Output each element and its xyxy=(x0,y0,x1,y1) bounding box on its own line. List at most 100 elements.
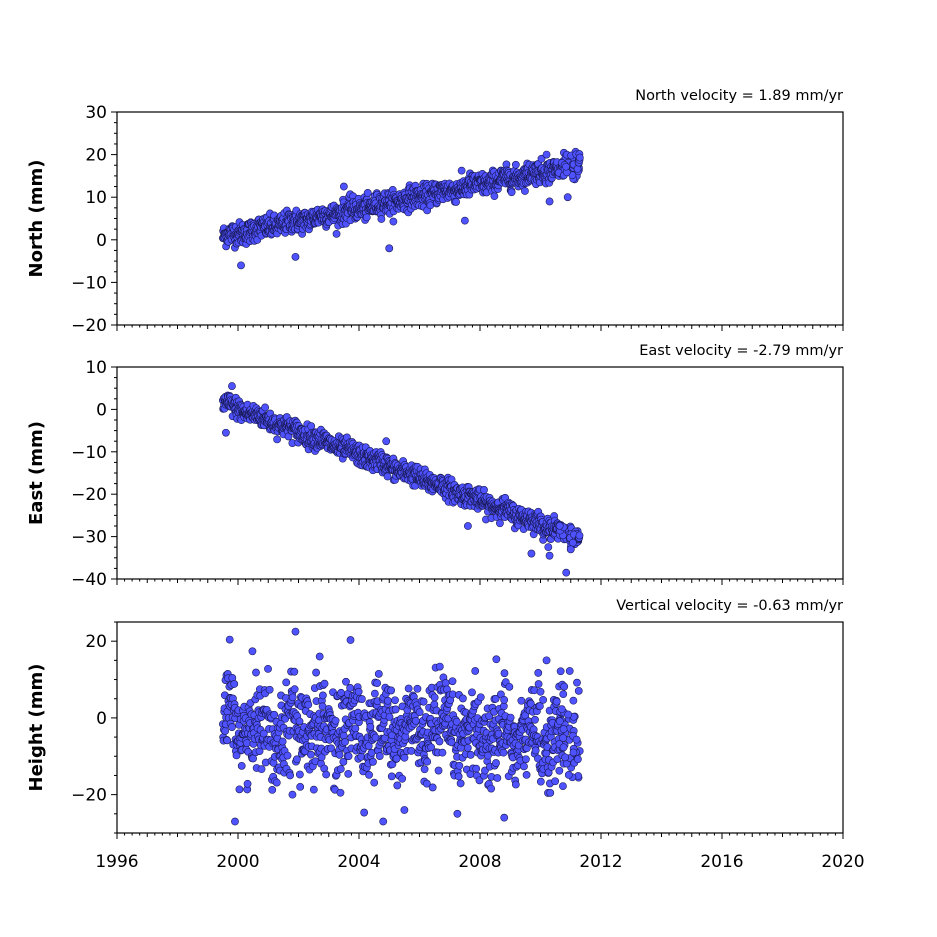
data-point xyxy=(559,725,568,733)
data-point xyxy=(411,716,420,725)
data-point xyxy=(466,750,475,759)
data-point xyxy=(419,697,428,706)
data-point xyxy=(455,761,464,770)
data-point xyxy=(312,668,320,677)
data-point xyxy=(237,261,245,270)
data-point xyxy=(441,679,450,687)
data-point xyxy=(487,784,496,793)
data-point xyxy=(520,762,528,771)
data-point xyxy=(458,694,467,703)
data-point xyxy=(304,700,313,709)
data-point xyxy=(527,549,536,558)
data-point xyxy=(385,244,394,253)
data-point xyxy=(288,693,297,702)
y-tick-label: −20 xyxy=(71,786,107,806)
x-tick-label: 1996 xyxy=(95,852,138,872)
data-point xyxy=(499,702,508,711)
data-point xyxy=(391,696,399,705)
data-point xyxy=(552,697,561,706)
data-point xyxy=(452,198,460,206)
data-point xyxy=(344,769,353,778)
data-point xyxy=(562,568,571,577)
data-point xyxy=(290,667,299,676)
data-point xyxy=(264,664,272,673)
data-point xyxy=(480,485,488,494)
x-tick-label: 2020 xyxy=(821,852,864,872)
data-point xyxy=(555,766,564,775)
data-point xyxy=(360,808,369,817)
data-point xyxy=(500,669,509,678)
data-point xyxy=(230,680,239,688)
data-point xyxy=(500,813,509,822)
data-point xyxy=(383,696,392,705)
data-point xyxy=(346,636,355,644)
data-point xyxy=(476,693,485,702)
data-point xyxy=(531,746,540,755)
data-point xyxy=(373,679,382,688)
data-point xyxy=(561,753,570,762)
data-point xyxy=(420,765,429,774)
data-point xyxy=(278,737,287,746)
data-point xyxy=(315,652,324,661)
data-point xyxy=(248,647,257,656)
data-point xyxy=(252,668,260,677)
data-point xyxy=(522,755,530,764)
height-xticks xyxy=(116,833,844,839)
data-point xyxy=(366,722,375,731)
data-point xyxy=(555,717,564,726)
data-point xyxy=(332,229,341,238)
x-tick-label: 2000 xyxy=(216,852,259,872)
east-panel: East velocity = -2.79 mm/yr East (mm) 10… xyxy=(26,343,844,590)
data-point xyxy=(391,705,400,714)
data-point xyxy=(291,627,300,636)
y-tick-label: 20 xyxy=(85,146,107,166)
data-point xyxy=(228,382,236,390)
data-point xyxy=(506,713,515,722)
data-point xyxy=(382,437,391,446)
y-tick-label: 10 xyxy=(85,358,107,378)
data-point xyxy=(379,817,388,826)
data-point xyxy=(268,785,277,794)
data-point xyxy=(295,770,304,779)
data-point xyxy=(557,705,566,714)
data-point xyxy=(522,771,531,779)
data-point xyxy=(351,724,360,733)
data-point xyxy=(494,729,503,738)
height-points xyxy=(218,627,584,826)
data-point xyxy=(374,669,383,678)
data-point xyxy=(342,677,350,686)
data-point xyxy=(569,696,578,705)
x-tick-label: 2004 xyxy=(337,852,380,872)
data-point xyxy=(357,695,366,703)
data-point xyxy=(286,771,295,780)
data-point xyxy=(456,779,465,788)
data-point xyxy=(400,806,409,814)
data-point xyxy=(539,695,548,704)
data-point xyxy=(319,691,327,700)
y-tick-label: −10 xyxy=(71,273,107,293)
data-point xyxy=(288,790,297,799)
data-point xyxy=(559,743,568,752)
data-point xyxy=(457,166,466,175)
data-point xyxy=(228,723,236,731)
data-point xyxy=(468,688,476,697)
data-point xyxy=(270,710,279,719)
data-point xyxy=(265,685,274,694)
data-point xyxy=(363,188,372,197)
data-point xyxy=(237,761,246,770)
data-point xyxy=(564,771,573,779)
north-velocity-annotation: North velocity = 1.89 mm/yr xyxy=(635,88,843,104)
data-point xyxy=(335,750,344,759)
east-velocity-annotation: East velocity = -2.79 mm/yr xyxy=(639,343,843,359)
data-point xyxy=(383,472,392,481)
data-point xyxy=(407,747,416,755)
data-point xyxy=(290,685,299,694)
data-point xyxy=(542,150,551,159)
data-point xyxy=(336,765,345,773)
data-point xyxy=(565,667,574,675)
data-point xyxy=(566,545,575,554)
data-point xyxy=(517,696,526,705)
data-point xyxy=(453,809,462,818)
data-point xyxy=(435,737,444,746)
data-point xyxy=(223,736,231,745)
